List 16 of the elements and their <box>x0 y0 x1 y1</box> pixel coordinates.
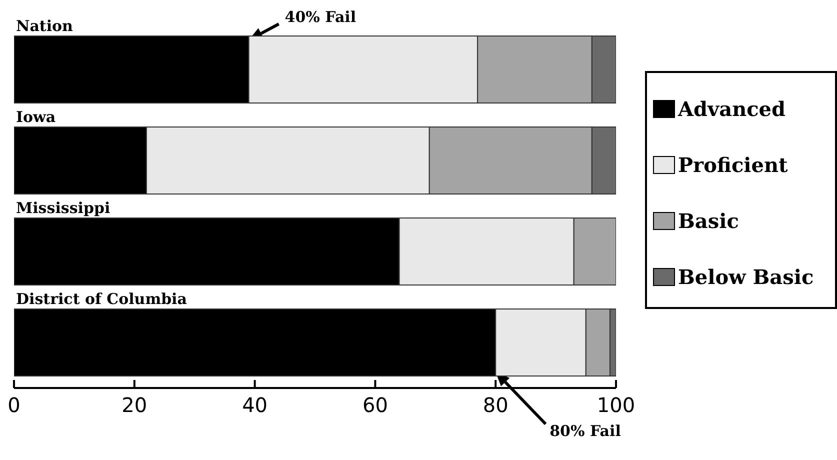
x-tick-label: 0 <box>8 393 20 418</box>
x-tick-label: 100 <box>596 393 636 418</box>
y-tick-label: Iowa <box>16 108 56 126</box>
x-tick-label: 40 <box>242 393 268 418</box>
text: Advanced <box>678 97 786 121</box>
text: 80% Fail <box>550 422 622 440</box>
x-tick-label: 20 <box>122 393 148 418</box>
legend-label: Proficient <box>678 153 788 177</box>
y-tick-label: District of Columbia <box>16 290 188 308</box>
x-tick-label: 80 <box>482 393 508 418</box>
y-tick-label: Mississippi <box>16 199 110 217</box>
x-tick-label: 60 <box>362 393 388 418</box>
legend-label: Below Basic <box>678 265 814 289</box>
y-tick-label: Nation <box>16 17 74 35</box>
legend-label: Basic <box>678 209 739 233</box>
annotation: 40% Fail <box>284 8 356 26</box>
